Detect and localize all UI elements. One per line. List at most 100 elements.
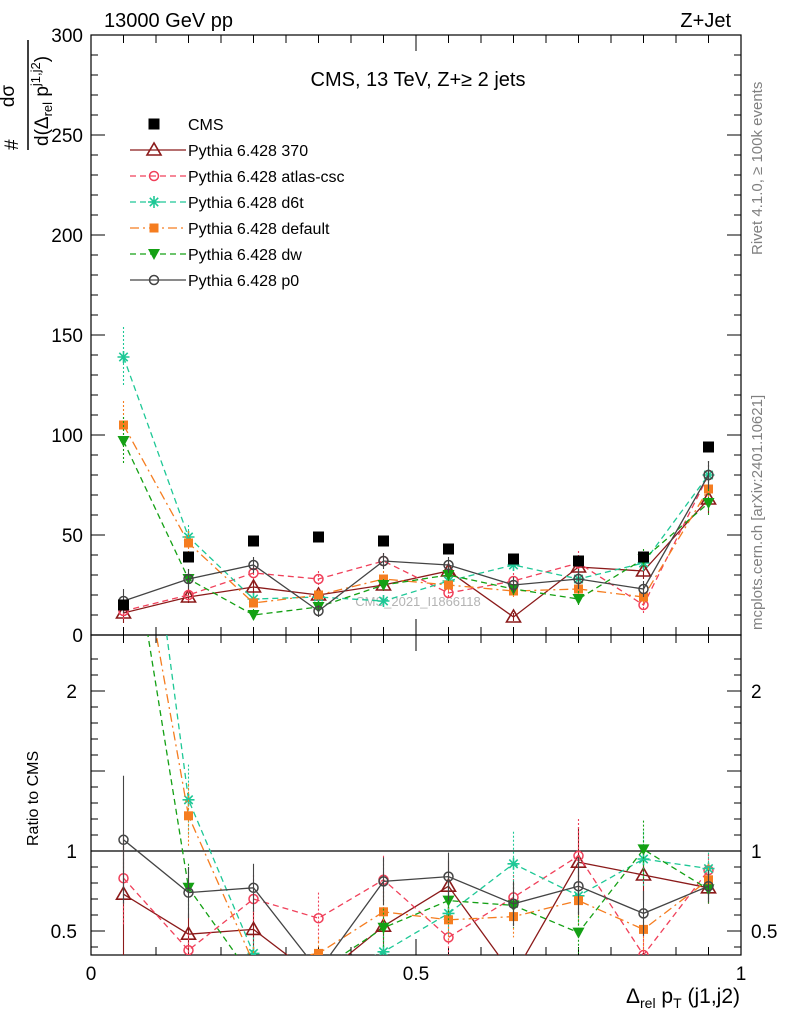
main-series-group [115,327,717,623]
ratio-line-370 [123,861,709,955]
point-main-dw [377,580,390,591]
point-ratio-default [249,959,258,968]
point-ratio-p0 [183,887,194,898]
point-main-default [444,580,453,590]
point-ratio-dw [313,966,325,977]
point-main-p0 [378,555,389,567]
point-cms-data [703,441,714,453]
point-cms-data [638,551,649,563]
x-tick-label: 1 [736,964,747,985]
point-main-default [314,590,323,600]
point-main-dw [247,610,260,621]
point-main-dw [442,570,455,581]
legend: CMS Pythia 6.428 370 Pythia 6.428 atlas-cs… [130,117,345,290]
legend-entry: CMS [148,117,224,134]
point-ratio-d6t [507,857,520,870]
point-cms-data [443,543,454,555]
legend-marker [149,223,159,233]
point-ratio-p0 [638,908,649,919]
point-ratio-p0 [118,834,129,846]
point-ratio-p0 [508,898,519,910]
legend-label: Pythia 6.428 d6t [188,195,304,212]
point-main-p0 [508,579,519,591]
point-ratio-dw [118,478,130,489]
point-main-dw [702,498,715,509]
y-tick-label-main: 250 [51,126,83,147]
point-ratio-d6t [118,301,130,313]
y-tick-label-main: 300 [51,26,83,47]
point-cms-data [378,535,389,547]
point-ratio-dw [637,844,650,856]
point-ratio-dw [248,974,260,985]
point-ratio-d6t [247,947,260,955]
chart-title: CMS, 13 TeV, Z+≥ 2 jets [311,69,526,91]
svg-text:Δrel pT (j1,j2): Δrel pT (j1,j2) [626,985,740,1011]
series-ratio-p0 [118,775,714,955]
point-ratio-p0 [443,871,454,882]
point-main-d6t [377,595,390,607]
point-main-atlas-csc [183,589,194,601]
point-cms-data [118,599,129,611]
legend-marker [148,196,160,208]
point-cms-data [248,535,259,547]
point-cms-data [508,553,519,565]
header-left: 13000 GeV pp [104,10,233,32]
svg-text:#: # [2,139,23,150]
legend-label: Pythia 6.428 dw [188,247,302,264]
point-main-370 [245,578,262,593]
y-tick-label-main: 100 [51,426,83,447]
point-ratio-atlas-csc [183,944,194,955]
ratio-series-group [115,301,717,985]
ratio-line-p0 [123,839,709,955]
x-tick-label: 0.5 [403,964,429,985]
point-ratio-default [184,811,193,821]
legend-marker [148,170,160,182]
point-main-p0 [443,559,454,571]
point-ratio-dw [442,895,455,907]
point-main-atlas-csc [313,573,324,585]
series-ratio-dw [118,478,715,985]
point-main-d6t [117,351,130,363]
x-axis-label: Δrel pT (j1,j2) [626,985,740,1011]
legend-label: CMS [188,117,224,134]
point-main-p0 [313,605,324,617]
point-ratio-p0 [573,880,584,892]
y-tick-label-ratio: 2 [66,682,77,703]
point-ratio-p0 [703,880,714,892]
point-main-p0 [638,583,649,595]
y-tick-label-main: 200 [51,226,83,247]
point-main-default [249,598,258,608]
legend-entry: Pythia 6.428 d6t [130,195,304,212]
ratio-y-axis-label: Ratio to CMS [25,751,42,846]
point-ratio-default [314,948,323,955]
side-label-mcplots: mcplots.cern.ch [arXiv:2401.10621] [749,395,766,630]
svg-text:dσ: dσ [0,85,19,108]
point-main-370 [505,608,522,623]
side-label-rivet: Rivet 4.1.0, ≥ 100k events [749,82,766,255]
point-ratio-d6t [313,973,325,985]
ratio-line-default [155,635,709,955]
series-line-dw [122,440,709,616]
point-main-p0 [573,573,584,585]
legend-label: Pythia 6.428 p0 [188,273,299,290]
legend-label: Pythia 6.428 default [188,221,330,238]
x-tick-label: 0 [86,964,97,985]
ratio-line-d6t [166,635,709,955]
legend-marker [145,141,163,156]
main-y-axis-label: # dσ d(Δrel pj1,j2) [0,40,55,150]
ratio-line-atlas-csc [123,854,710,955]
series-line-d6t [122,356,710,602]
point-main-p0 [183,573,194,585]
point-cms-data [313,531,324,543]
point-ratio-p0 [378,876,389,887]
y-tick-label-ratio: 0.5 [51,922,77,943]
legend-entry: Pythia 6.428 p0 [130,273,299,290]
point-ratio-p0 [248,882,259,894]
series-ratio-default [155,635,713,968]
series-main-cms-data [118,441,714,611]
series-main-p0 [118,461,714,617]
point-ratio-370 [507,969,521,981]
series-line-default [122,424,710,604]
point-cms-data [183,551,194,563]
